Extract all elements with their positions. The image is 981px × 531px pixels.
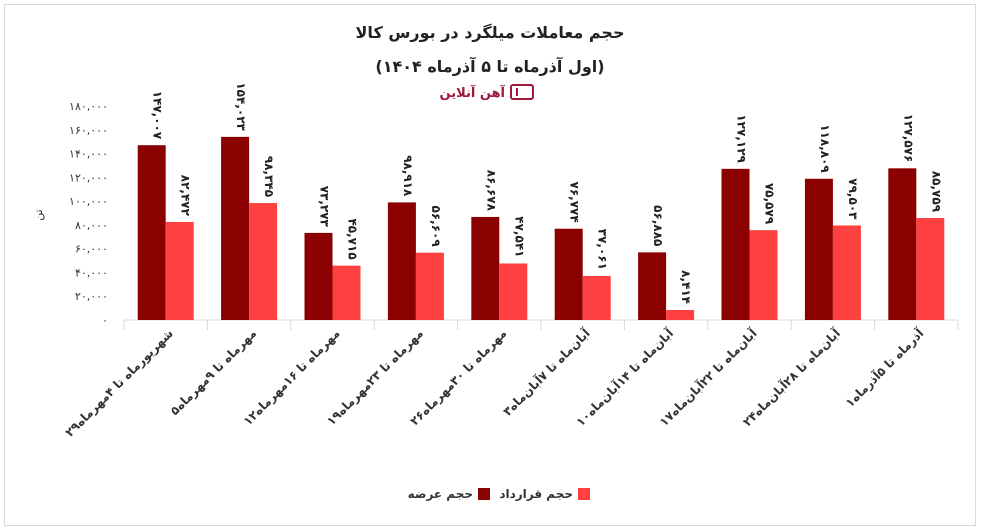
- bar-contract: [666, 309, 695, 320]
- bar-supply: [221, 136, 250, 320]
- bar-supply: [304, 232, 333, 320]
- category-label: ۱۹مهرماه تا ۲۳مهرماه: [324, 326, 426, 428]
- y-tick-label: ۰: [102, 314, 108, 327]
- legend-label-supply: حجم عرضه: [408, 487, 473, 501]
- category-label: ۲۶مهرماه تا ۳۰مهرماه: [407, 326, 509, 428]
- data-label-supply: ۱۲۷,۵۷۶: [901, 114, 915, 163]
- y-tick-label: ۱۴۰,۰۰۰: [69, 148, 108, 161]
- data-label-supply: ۹۸,۹۱۸: [401, 155, 415, 197]
- legend: حجم قرارداد حجم عرضه: [408, 487, 590, 501]
- y-tick-label: ۲۰,۰۰۰: [75, 290, 108, 303]
- bar-contract: [582, 275, 611, 320]
- watermark-text: آهن آنلاین: [440, 84, 506, 101]
- bar-contract: [165, 221, 194, 320]
- data-label-contract: ۸۲,۴۷۲: [179, 175, 193, 217]
- data-label-supply: ۱۵۴,۰۲۳: [234, 82, 248, 131]
- category-label: ۱آذرماه تا ۵آذرماه: [842, 325, 927, 410]
- y-tick-label: ۱۲۰,۰۰۰: [69, 171, 108, 184]
- legend-label-contract: حجم قرارداد: [499, 487, 573, 501]
- bar-supply: [638, 252, 667, 320]
- y-tick-label: ۸۰,۰۰۰: [75, 219, 108, 232]
- y-tick-label: ۶۰,۰۰۰: [75, 243, 108, 256]
- bar-supply: [471, 216, 500, 320]
- data-label-contract: ۴۵,۷۱۵: [346, 218, 360, 259]
- bar-contract: [499, 263, 528, 320]
- category-label: ۵مهرماه تا ۹مهرماه: [168, 326, 260, 418]
- bar-contract: [916, 218, 945, 320]
- watermark-logo: آهن آنلاین: [440, 84, 534, 101]
- data-label-contract: ۸۵,۷۵۹: [929, 171, 943, 213]
- bar-contract: [415, 252, 444, 320]
- data-label-contract: ۹۸,۳۴۵: [262, 156, 276, 197]
- data-label-supply: ۷۳,۲۷۳: [318, 186, 332, 228]
- y-tick-label: ۴۰,۰۰۰: [75, 266, 108, 279]
- bar-supply: [137, 145, 166, 320]
- data-label-supply: ۱۴۷,۰۰۷: [151, 91, 165, 140]
- bar-contract: [832, 225, 861, 320]
- category-label: ۳آبان‌ماه تا ۷آبان‌ماه: [500, 325, 594, 419]
- bar-contract: [249, 203, 278, 320]
- chart-title: حجم معاملات میلگرد در بورس کالا: [356, 23, 625, 42]
- data-label-supply: ۸۶,۶۷۸: [484, 170, 498, 212]
- category-label: ۲۹شهریورماه تا ۴مهرماه: [62, 326, 176, 440]
- bar-supply: [888, 168, 917, 320]
- y-tick-label: ۱۶۰,۰۰۰: [69, 124, 108, 137]
- data-label-supply: ۱۲۷,۱۲۹: [735, 114, 749, 163]
- data-label-contract: ۴۷,۵۴۱: [512, 216, 526, 257]
- chart-subtitle: (اول آذرماه تا ۵ آذرماه ۱۴۰۴): [375, 56, 604, 76]
- bar-supply: [387, 202, 416, 320]
- bar-contract: [332, 265, 361, 320]
- category-label: ۱۲مهرماه تا ۱۶مهرماه: [241, 326, 343, 428]
- data-label-supply: ۷۶,۷۷۴: [568, 182, 582, 223]
- y-tick-label: ۱۰۰,۰۰۰: [69, 195, 108, 208]
- y-axis-label: تن: [32, 209, 45, 220]
- bar-supply: [804, 178, 833, 320]
- data-label-contract: ۵۶,۶۰۹: [429, 206, 443, 248]
- data-label-supply: ۱۱۸,۸۰۹: [818, 124, 832, 173]
- legend-swatch-supply: [478, 488, 490, 500]
- legend-swatch-contract: [578, 488, 590, 500]
- logo-icon: [510, 84, 534, 100]
- bar-contract: [749, 230, 778, 320]
- plot-area: ۰ ۲۰,۰۰۰ ۴۰,۰۰۰ ۶۰,۰۰۰ ۸۰,۰۰۰ ۱۰۰,۰۰۰ ۱۲۰,۰۰۰ ۱…: [62, 82, 959, 440]
- bar-supply: [554, 228, 583, 320]
- bar-supply: [721, 168, 750, 320]
- data-label-supply: ۵۶,۸۸۵: [651, 205, 665, 246]
- data-label-contract: ۷۵,۵۷۹: [763, 183, 777, 225]
- data-label-contract: ۸,۴۱۴: [679, 270, 693, 304]
- data-label-contract: ۳۷,۰۶۱: [596, 229, 610, 270]
- data-label-contract: ۷۹,۵۰۳: [846, 178, 860, 220]
- y-tick-label: ۱۸۰,۰۰۰: [69, 100, 108, 113]
